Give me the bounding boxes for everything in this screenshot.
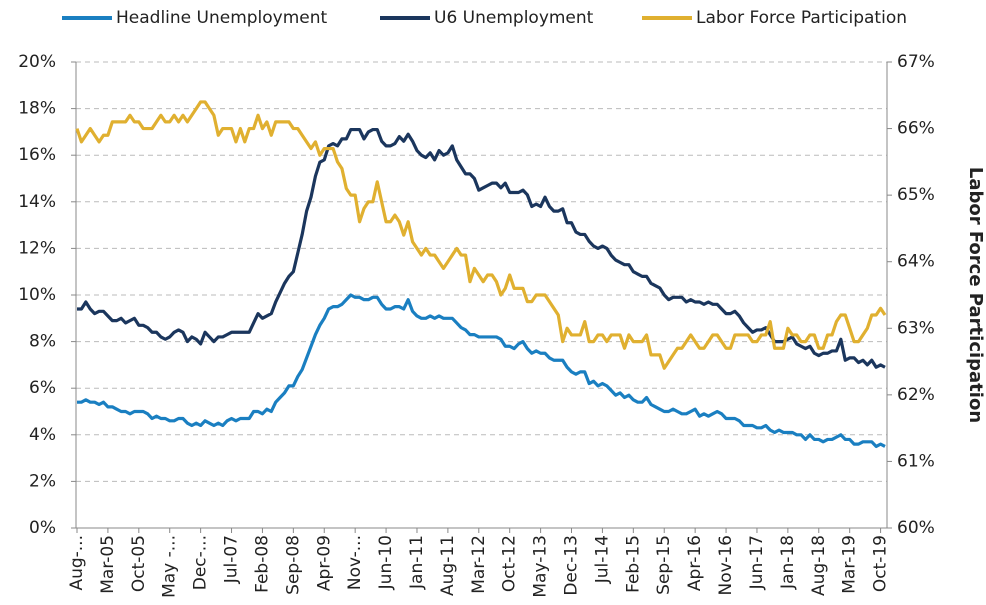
y2-tick-label: 62% (897, 385, 935, 405)
x-tick-label: Dec-13 (562, 535, 582, 596)
x-tick-label: Aug-11 (438, 535, 458, 596)
x-tick-label: Aug-18 (809, 535, 829, 596)
y-tick-label: 20% (18, 52, 56, 72)
y2-tick-label: 63% (897, 318, 935, 338)
series-line (77, 293, 886, 449)
y-tick-label: 14% (18, 192, 56, 212)
x-tick-label: Aug-... (67, 535, 87, 591)
x-tick-label: Nov-... (345, 535, 365, 590)
x-tick-label: Jun-17 (747, 535, 767, 590)
y2-axis-title: Labor Force Participation (965, 167, 986, 423)
x-tick-label: Sep-15 (654, 535, 674, 595)
x-tick-label: May-13 (531, 535, 551, 598)
x-tick-label: Oct-19 (871, 535, 891, 592)
legend-label: U6 Unemployment (434, 8, 594, 28)
y-tick-label: 10% (18, 285, 56, 305)
y2-tick-label: 65% (897, 185, 935, 205)
y-tick-label: 16% (18, 145, 56, 165)
y-tick-label: 4% (29, 425, 56, 445)
series-line (75, 100, 887, 370)
y2-tick-label: 60% (897, 518, 935, 538)
x-tick-label: Mar-05 (98, 535, 118, 594)
x-tick-label: Jun-10 (376, 535, 396, 590)
x-tick-label: Oct-05 (129, 535, 149, 592)
x-tick-label: Feb-08 (252, 535, 272, 593)
y2-tick-label: 64% (897, 252, 935, 272)
y-tick-label: 12% (18, 238, 56, 258)
y-tick-label: 18% (18, 99, 56, 119)
y2-tick-label: 67% (897, 52, 935, 72)
x-tick-label: Jul-14 (592, 535, 612, 584)
x-tick-label: Apr-16 (685, 535, 705, 591)
x-tick-label: Nov-16 (716, 535, 736, 596)
y-tick-label: 0% (29, 518, 56, 538)
x-tick-label: Sep-08 (283, 535, 303, 595)
x-tick-label: Feb-15 (623, 535, 643, 593)
series-line (77, 127, 886, 369)
x-tick-label: May -... (160, 535, 180, 598)
y-tick-label: 2% (29, 471, 56, 491)
x-tick-label: Dec-... (191, 535, 211, 590)
x-tick-label: Jan-18 (778, 535, 798, 590)
y-tick-label: 6% (29, 378, 56, 398)
y-tick-label: 8% (29, 332, 56, 352)
legend-label: Headline Unemployment (116, 8, 328, 28)
x-tick-label: Oct-12 (500, 535, 520, 592)
y2-tick-label: 66% (897, 119, 935, 139)
x-tick-label: Apr-09 (314, 535, 334, 591)
x-tick-label: Jul-07 (222, 535, 242, 584)
y2-tick-label: 61% (897, 451, 935, 471)
legend-label: Labor Force Participation (696, 8, 907, 28)
x-tick-label: Mar-12 (469, 535, 489, 594)
x-tick-label: Mar-19 (840, 535, 860, 594)
x-tick-label: Jan-11 (407, 535, 427, 590)
